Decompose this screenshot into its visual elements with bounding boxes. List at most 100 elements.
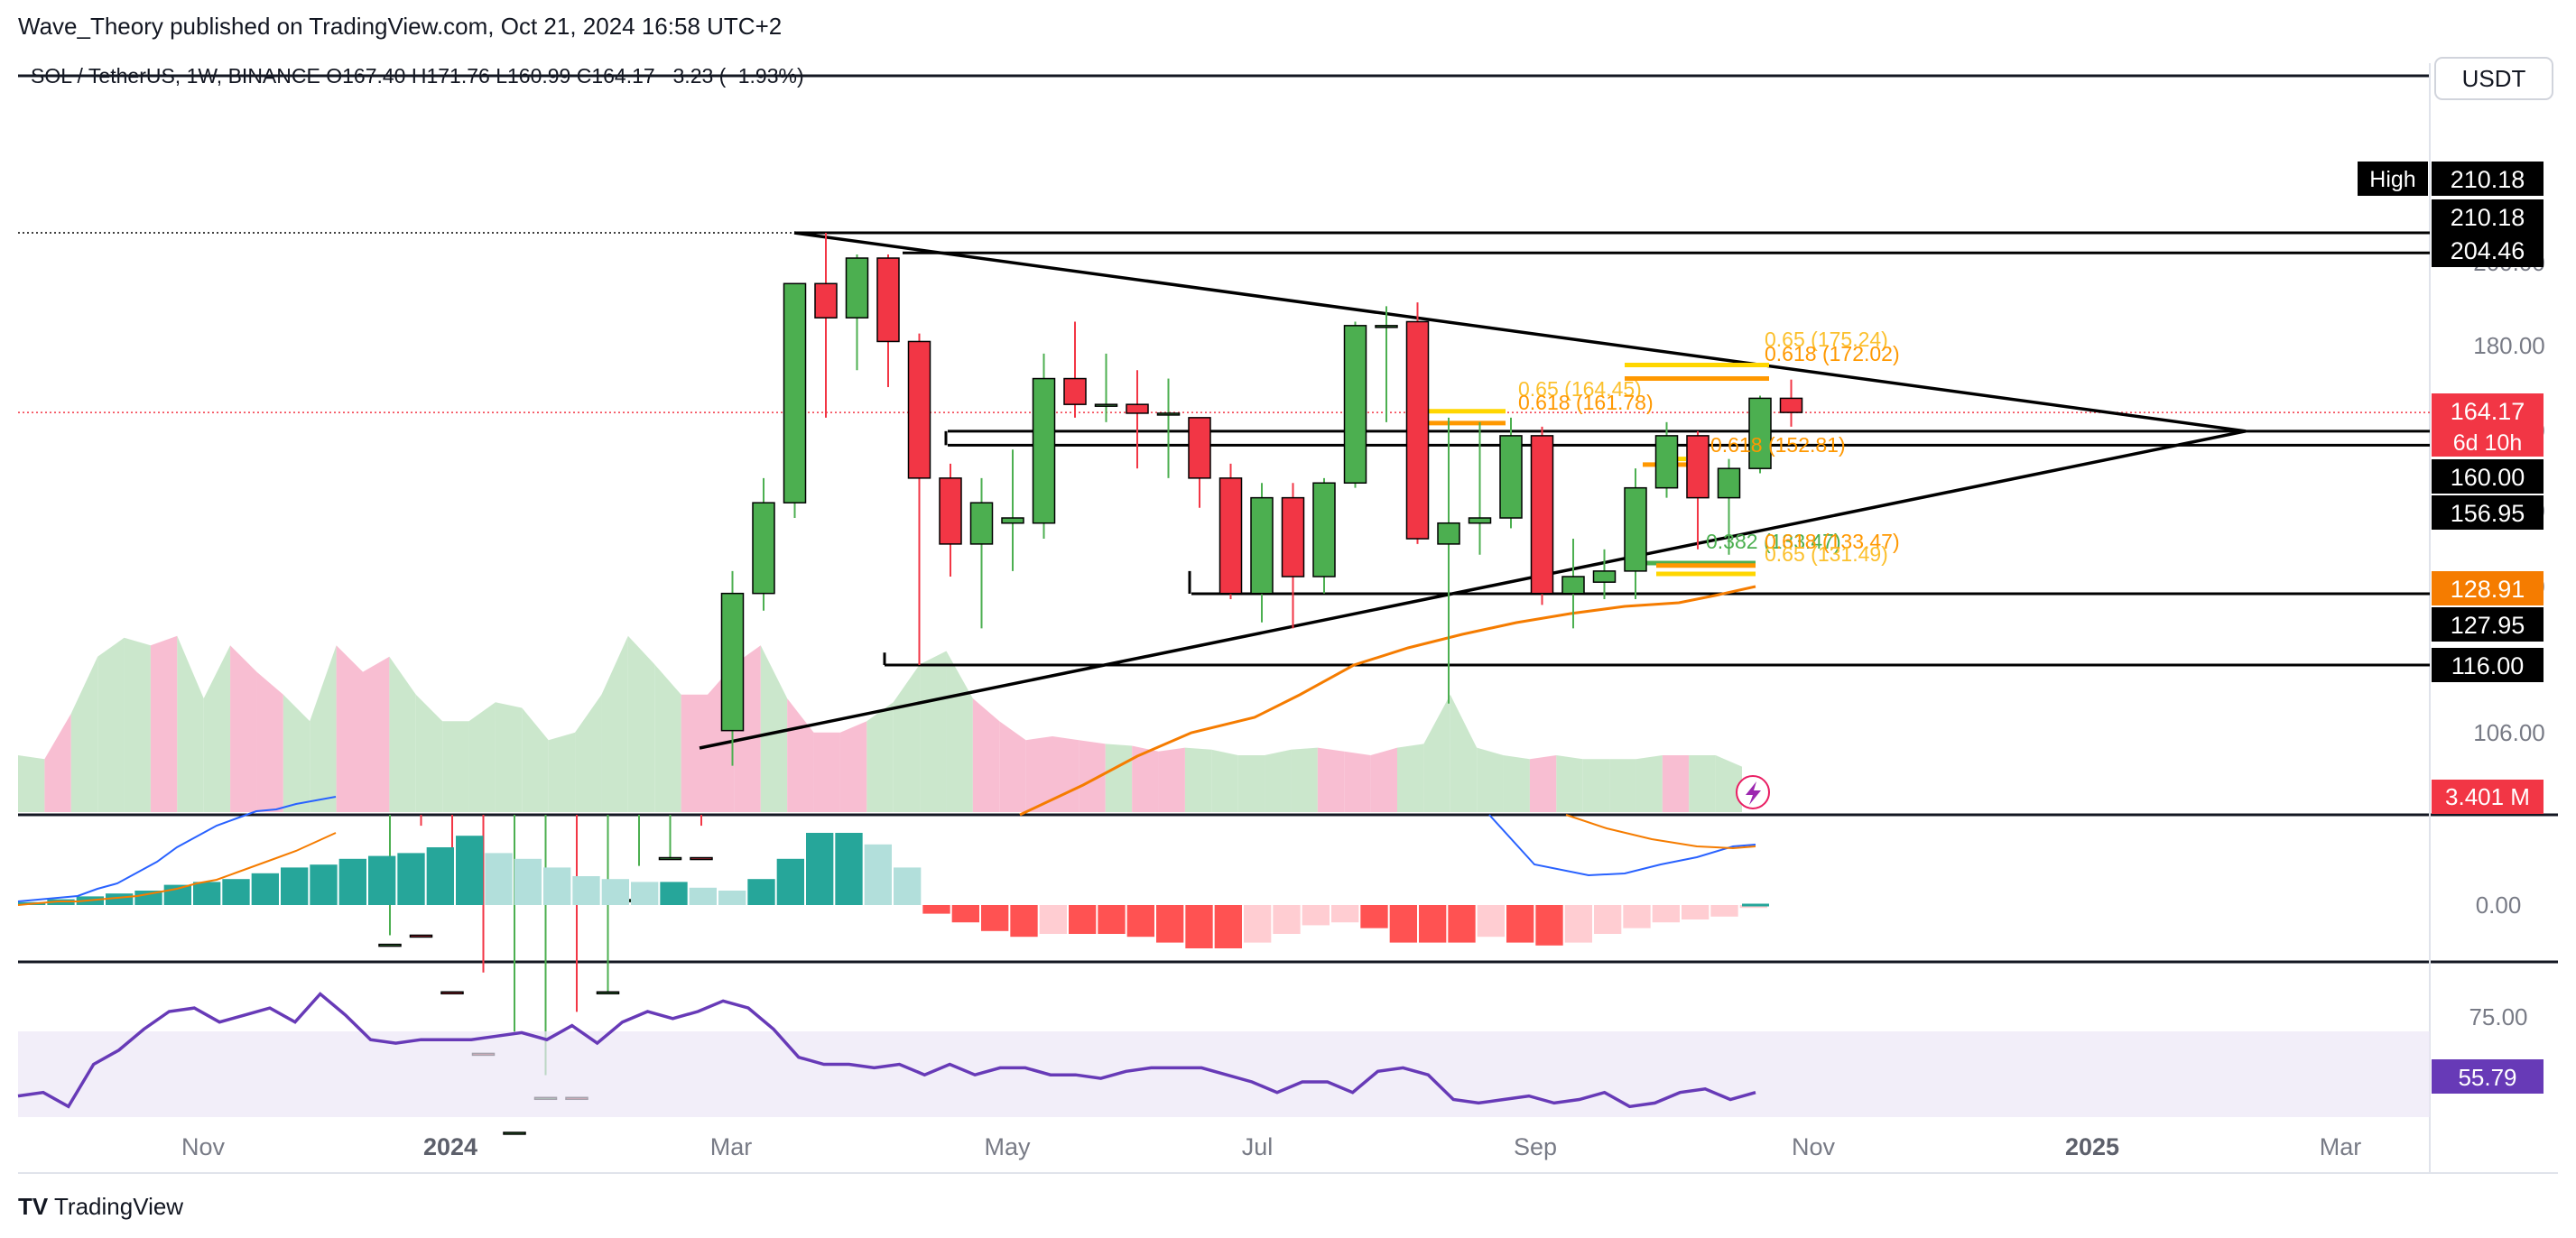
volume-segment: [1662, 755, 1690, 812]
price-label: 156.95: [2451, 500, 2525, 527]
macd-histogram-bar: [1506, 905, 1534, 943]
volume-segment: [1052, 736, 1080, 812]
rsi-label: 55.79: [2458, 1064, 2516, 1091]
candle-body: [939, 477, 962, 545]
macd-histogram-bar: [1477, 905, 1505, 938]
price-label: 116.00: [2451, 652, 2525, 679]
volume-segment: [839, 721, 867, 812]
volume-segment: [1079, 740, 1106, 812]
volume-label: 3.401 M: [2445, 783, 2530, 810]
volume-segment: [601, 635, 628, 812]
time-axis-tick: 2024: [423, 1133, 477, 1160]
rsi-axis-tick: 75.00: [2469, 1003, 2527, 1030]
volume-segment: [1211, 749, 1238, 812]
volume-segment: [1184, 747, 1212, 812]
macd-histogram-bar: [1156, 905, 1184, 943]
macd-histogram-bar: [1682, 905, 1710, 919]
time-axis-tick: Jul: [1242, 1133, 1274, 1160]
fib-label: 0.618 (172.02): [1765, 342, 1900, 365]
triangle-upper-line: [793, 231, 2247, 433]
volume-segment: [999, 721, 1026, 812]
price-label-box: [2432, 607, 2544, 642]
macd-histogram-bar: [922, 905, 950, 914]
ema-line: [1019, 585, 1756, 817]
volume-segment: [575, 694, 602, 812]
macd-line: [17, 796, 337, 902]
macd-histogram-bar: [1652, 905, 1680, 923]
macd-histogram-bar: [514, 858, 542, 905]
candle-body: [1063, 377, 1087, 405]
macd-histogram-bar: [485, 853, 513, 905]
volume-segment: [1556, 755, 1583, 812]
candle-body: [783, 282, 807, 504]
candle-body: [1686, 435, 1710, 499]
price-label: 127.95: [2451, 612, 2525, 639]
candle-body: [1405, 320, 1430, 540]
price-label: 128.91: [2451, 576, 2525, 603]
candle-body: [1717, 467, 1741, 499]
candle-body: [378, 943, 402, 947]
macd-histogram-bar: [1710, 905, 1738, 917]
volume-segment: [1477, 747, 1504, 812]
volume-segment: [97, 637, 125, 812]
macd-histogram-bar: [806, 833, 834, 905]
price-axis[interactable]: 200.00180.00160.00145.00130.00116.00106.…: [2358, 162, 2545, 1094]
macd-histogram-bar: [1098, 905, 1126, 934]
candlestick-series[interactable]: [378, 233, 1803, 1135]
ema-polyline: [1019, 585, 1756, 817]
currency-button[interactable]: [2434, 57, 2553, 100]
publisher-header: Wave_Theory published on TradingView.com…: [18, 13, 782, 40]
macd-histogram-bar: [631, 882, 659, 905]
macd-histogram-bar: [1623, 905, 1651, 928]
macd-histogram-bar: [1069, 905, 1097, 934]
volume-segment: [1105, 744, 1133, 812]
candle-body: [1624, 486, 1647, 572]
fib-label: 0.618 (161.78): [1518, 391, 1654, 414]
candle-body: [969, 502, 994, 545]
volume-segment: [177, 635, 204, 812]
candle-body: [907, 340, 931, 479]
price-label-box: [2432, 459, 2544, 494]
price-label: 210.18: [2451, 204, 2525, 231]
volume-segment: [415, 694, 443, 812]
macd-histogram-bar: [456, 836, 484, 905]
candle-body: [1094, 403, 1118, 407]
volume-segment: [1370, 747, 1397, 812]
macd-histogram-bar: [338, 858, 366, 905]
fib-label: 0.618 (133.47): [1765, 530, 1900, 553]
time-axis-tick: Nov: [1792, 1133, 1836, 1160]
candle-body: [658, 856, 682, 861]
macd-histogram-bar: [310, 864, 338, 905]
macd-histogram-bar: [281, 867, 309, 905]
candle-body: [596, 991, 620, 995]
volume-segment: [230, 645, 257, 812]
time-axis-tick: May: [984, 1133, 1031, 1160]
macd-histogram-bar: [1244, 905, 1272, 943]
volume-segment: [150, 635, 178, 812]
volume-segment: [1423, 694, 1450, 812]
volume-segment: [1582, 759, 1610, 812]
lightning-icon[interactable]: [1736, 775, 1770, 809]
time-axis[interactable]: Nov 2024 Mar May Jul Sep Nov 2025 Mar: [181, 1133, 2361, 1160]
high-tag: High: [2369, 167, 2415, 192]
volume-segment: [44, 713, 71, 812]
volume-segment: [1025, 736, 1052, 812]
macd-histogram-bar: [1739, 905, 1767, 909]
candle-body: [1499, 435, 1523, 519]
volume-segment: [18, 755, 45, 812]
rsi-label-box: [2432, 1059, 2544, 1094]
macd-histogram-bar: [1273, 905, 1301, 934]
price-label-box: [2432, 199, 2544, 234]
volume-segment: [70, 656, 98, 812]
volume-segment: [866, 702, 894, 812]
price-axis-tick: 180.00: [2473, 332, 2545, 359]
high-tag-box: [2358, 162, 2428, 196]
macd-histogram-bar: [1331, 905, 1359, 923]
time-axis-tick: 2025: [2065, 1133, 2119, 1160]
candle-body: [1312, 482, 1336, 577]
macd-histogram-bar: [1535, 905, 1563, 946]
triangle-lower-line: [699, 430, 2247, 750]
candle-body: [1343, 325, 1367, 484]
volume-segment: [1265, 749, 1292, 812]
